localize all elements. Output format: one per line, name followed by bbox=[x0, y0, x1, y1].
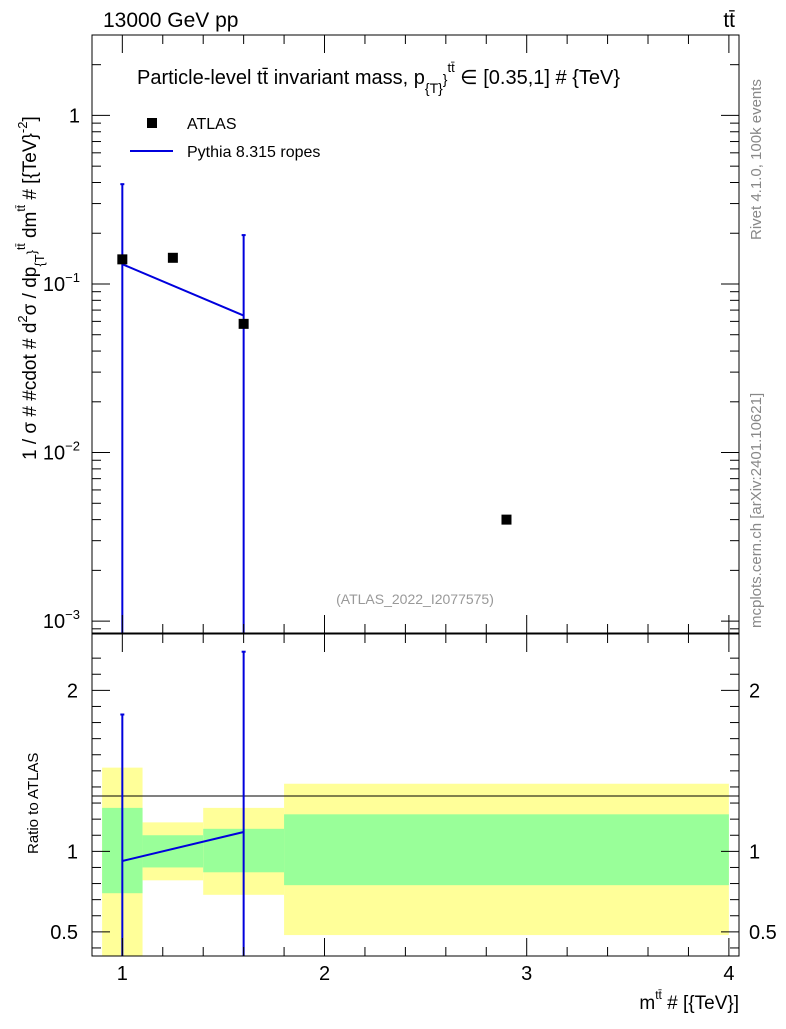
ratio-band-inner bbox=[142, 835, 204, 868]
ratio-x-tick-label: 4 bbox=[723, 963, 734, 985]
ratio-x-tick-label: 2 bbox=[319, 963, 330, 985]
ratio-axis-ticks: 0.5 0.5 1 1 2 2 1 2 3 4 bbox=[50, 634, 777, 985]
plot-title: Particle-level tt̄ invariant mass, p{T}}… bbox=[137, 60, 620, 96]
main-panel: 1 10−1 10−2 10−3 Particle-level tt̄ invaria… bbox=[14, 34, 740, 634]
ratio-y-tick-label-left: 1 bbox=[67, 841, 78, 863]
legend-marker-atlas bbox=[147, 118, 157, 128]
main-y-tick-label: 10−2 bbox=[43, 439, 80, 465]
process-label: tt̄ bbox=[723, 9, 735, 32]
main-ylabel: 1 / σ # #cdot # d2σ / dp{T}tt̄ dmtt̄ # [… bbox=[14, 116, 47, 460]
ratio-y-tick-label-right: 0.5 bbox=[749, 922, 777, 944]
ratio-x-tick-label: 1 bbox=[117, 963, 128, 985]
ratio-panel: 0.5 0.5 1 1 2 2 1 2 3 4 Ratio to ATLAS mtt̄ # [{T… bbox=[25, 633, 777, 1014]
legend: ATLAS Pythia 8.315 ropes bbox=[130, 116, 320, 161]
ratio-data-layer bbox=[120, 650, 246, 956]
energy-label: 13000 GeV pp bbox=[103, 9, 238, 32]
mcplots-label: mcplots.cern.ch [arXiv:2401.10621] bbox=[748, 393, 765, 628]
ratio-x-tick-label: 3 bbox=[521, 963, 532, 985]
main-y-tick-label: 10−3 bbox=[43, 607, 80, 633]
ratio-band-inner bbox=[284, 814, 729, 886]
main-y-tick-label: 1 bbox=[69, 105, 80, 127]
ratio-panel-frame bbox=[91, 633, 740, 957]
atlas-data-point bbox=[167, 252, 178, 263]
legend-label-pythia: Pythia 8.315 ropes bbox=[187, 144, 320, 161]
main-data-layer bbox=[117, 183, 512, 633]
rivet-label: Rivet 4.1.0, 100k events bbox=[748, 79, 765, 240]
atlas-data-point bbox=[117, 254, 128, 265]
legend-label-atlas: ATLAS bbox=[187, 116, 237, 133]
ratio-y-tick-label-right: 2 bbox=[749, 680, 760, 702]
watermark: (ATLAS_2022_I2077575) bbox=[336, 591, 494, 607]
ratio-y-tick-label-left: 0.5 bbox=[50, 922, 78, 944]
mc-line bbox=[121, 263, 245, 317]
main-axis-ticks: 1 10−1 10−2 10−3 bbox=[43, 34, 739, 633]
atlas-data-point bbox=[501, 514, 512, 525]
ratio-mc-line bbox=[122, 831, 244, 862]
main-panel-frame bbox=[91, 34, 740, 634]
ratio-y-tick-label-right: 1 bbox=[749, 841, 760, 863]
ratio-y-tick-label-left: 2 bbox=[67, 680, 78, 702]
main-y-tick-label: 10−1 bbox=[43, 270, 80, 296]
ratio-xlabel: mtt̄ # [{TeV}] bbox=[639, 988, 739, 1014]
atlas-data-point bbox=[238, 318, 249, 329]
ratio-ylabel: Ratio to ATLAS bbox=[25, 753, 42, 854]
